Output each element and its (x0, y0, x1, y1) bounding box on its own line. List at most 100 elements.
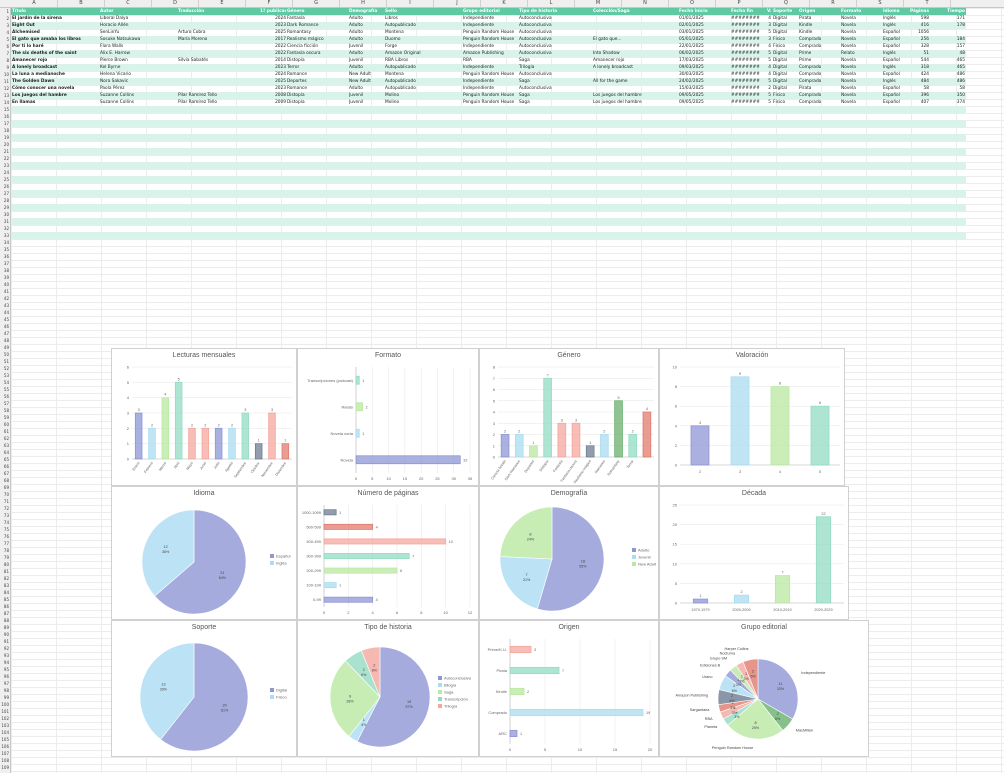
cell[interactable]: 4 (768, 65, 771, 70)
row-header[interactable]: 83 (3, 583, 9, 588)
cell[interactable]: 2 (768, 86, 771, 91)
cell[interactable]: Juvenil (349, 44, 364, 49)
row-header[interactable]: 108 (1, 758, 9, 763)
row-header[interactable]: 102 (1, 716, 9, 721)
row-header[interactable]: 91 (3, 639, 9, 644)
cell[interactable]: 5 (768, 93, 771, 98)
cell[interactable]: Amazon Publishing (463, 51, 504, 56)
cell[interactable]: 5 (768, 30, 771, 35)
table-row[interactable]: La luna a medianoche Helena Vicario 2024 Ro… (11, 71, 966, 78)
row-header[interactable]: 12 (3, 86, 9, 91)
cell[interactable]: 48 (959, 51, 965, 56)
row-header[interactable]: 40 (3, 282, 9, 287)
cell[interactable]: The Golden Dawn (12, 79, 55, 84)
column-header[interactable]: F (246, 0, 293, 7)
cell[interactable]: 05/01/2025 (679, 37, 704, 42)
cell[interactable]: Realismo mágico (287, 37, 324, 42)
cell[interactable]: Terror (287, 65, 300, 70)
table-row[interactable]: Eight Out Horacio Allén 2023 Dark Romance Ad… (11, 22, 966, 29)
cell[interactable]: Español (883, 86, 900, 91)
cell[interactable]: Independiente (463, 44, 495, 49)
chart-numero-de-paginas[interactable]: Número de páginas 0 2 4 6 8 10 12 4 0-99 1 100-199… (297, 486, 479, 620)
row-header[interactable]: 23 (3, 163, 9, 168)
table-row[interactable] (11, 232, 966, 239)
cell[interactable]: 4 (768, 72, 771, 77)
cell[interactable]: Independiente (463, 86, 495, 91)
cell[interactable]: 4 (768, 16, 771, 21)
row-header[interactable]: 34 (3, 240, 9, 245)
cell[interactable]: Amanecer rojo (12, 58, 48, 63)
cell[interactable]: Novela (841, 72, 856, 77)
column-header[interactable]: I (387, 0, 434, 7)
cell[interactable]: ######## (731, 65, 760, 70)
row-header[interactable]: 73 (3, 513, 9, 518)
column-header[interactable]: O (669, 0, 716, 7)
row-header[interactable]: 53 (3, 373, 9, 378)
cell[interactable]: 486 (956, 72, 965, 77)
column-header[interactable]: A (11, 0, 58, 7)
column-header[interactable]: B (58, 0, 105, 7)
row-header[interactable]: 97 (3, 681, 9, 686)
cell[interactable]: Español (883, 30, 900, 35)
cell[interactable]: 328 (920, 44, 929, 49)
cell[interactable]: Saga (519, 58, 530, 63)
column-header[interactable]: M (575, 0, 622, 7)
table-row[interactable]: El gato que amaba los libros Sosuke Natsu… (11, 36, 966, 43)
cell[interactable]: 2024 (275, 16, 286, 21)
cell[interactable]: Molino (385, 100, 400, 105)
column-header[interactable]: S (857, 0, 904, 7)
cell[interactable]: Autopublicado (385, 23, 416, 28)
cell[interactable]: 01/01/2025 (679, 16, 704, 21)
column-title[interactable]: Colección/Saga (593, 9, 630, 14)
cell[interactable]: Pierce Brown (100, 58, 128, 63)
row-header[interactable]: 26 (3, 184, 9, 189)
cell[interactable]: Físico (773, 93, 786, 98)
row-header[interactable]: 56 (3, 394, 9, 399)
cell[interactable]: Español (883, 100, 900, 105)
cell[interactable]: 5 (768, 100, 771, 105)
row-header[interactable]: 109 (1, 765, 9, 770)
cell[interactable]: 424 (920, 72, 929, 77)
column-title[interactable]: Soporte (773, 9, 793, 14)
cell[interactable]: 407 (920, 100, 929, 105)
cell[interactable]: Fantasía (287, 16, 305, 21)
cell[interactable]: ######## (731, 23, 760, 28)
column-title[interactable]: Páginas (910, 9, 929, 14)
cell[interactable]: Inglés (883, 16, 896, 21)
cell[interactable]: 1056 (918, 30, 929, 35)
cell[interactable]: Español (883, 93, 900, 98)
column-header[interactable]: C (105, 0, 152, 7)
cell[interactable]: Novela (841, 44, 856, 49)
cell[interactable]: Cómo conocer una novela (12, 86, 75, 91)
row-header[interactable]: 101 (1, 709, 9, 714)
cell[interactable]: 318 (920, 65, 929, 70)
cell[interactable]: Adulto (349, 16, 363, 21)
cell[interactable]: Independiente (463, 79, 495, 84)
row-header[interactable]: 59 (3, 415, 9, 420)
cell[interactable]: Independiente (463, 16, 495, 21)
table-row[interactable]: Alchemised SenLinYu Arturo Cobra 2025 Romant… (11, 29, 966, 36)
cell[interactable]: Dark Romance (287, 23, 319, 28)
row-header[interactable]: 7 (6, 51, 9, 56)
row-header[interactable]: 71 (3, 499, 9, 504)
row-header[interactable]: 24 (3, 170, 9, 175)
cell[interactable]: Autopublicado (385, 79, 416, 84)
cell[interactable]: Romance (287, 86, 307, 91)
cell[interactable]: RBA (463, 58, 472, 63)
cell[interactable]: 2023 (275, 23, 286, 28)
table-row[interactable]: Amanecer rojo Pierce Brown Sílvia Sabatés 2… (11, 57, 966, 64)
cell[interactable]: Autopublicado (385, 65, 416, 70)
row-header[interactable]: 18 (3, 128, 9, 133)
cell[interactable]: ######## (731, 51, 760, 56)
row-header[interactable]: 41 (3, 289, 9, 294)
row-header[interactable]: 84 (3, 590, 9, 595)
cell[interactable]: Into Shadow (593, 51, 620, 56)
cell[interactable]: Español (883, 37, 900, 42)
row-header[interactable]: 81 (3, 569, 9, 574)
row-header[interactable]: 74 (3, 520, 9, 525)
cell[interactable]: 06/02/2025 (679, 51, 704, 56)
table-row[interactable] (11, 183, 966, 190)
row-header[interactable]: 9 (6, 65, 9, 70)
cell[interactable]: María Moreno (178, 37, 208, 42)
cell[interactable]: 178 (956, 23, 965, 28)
